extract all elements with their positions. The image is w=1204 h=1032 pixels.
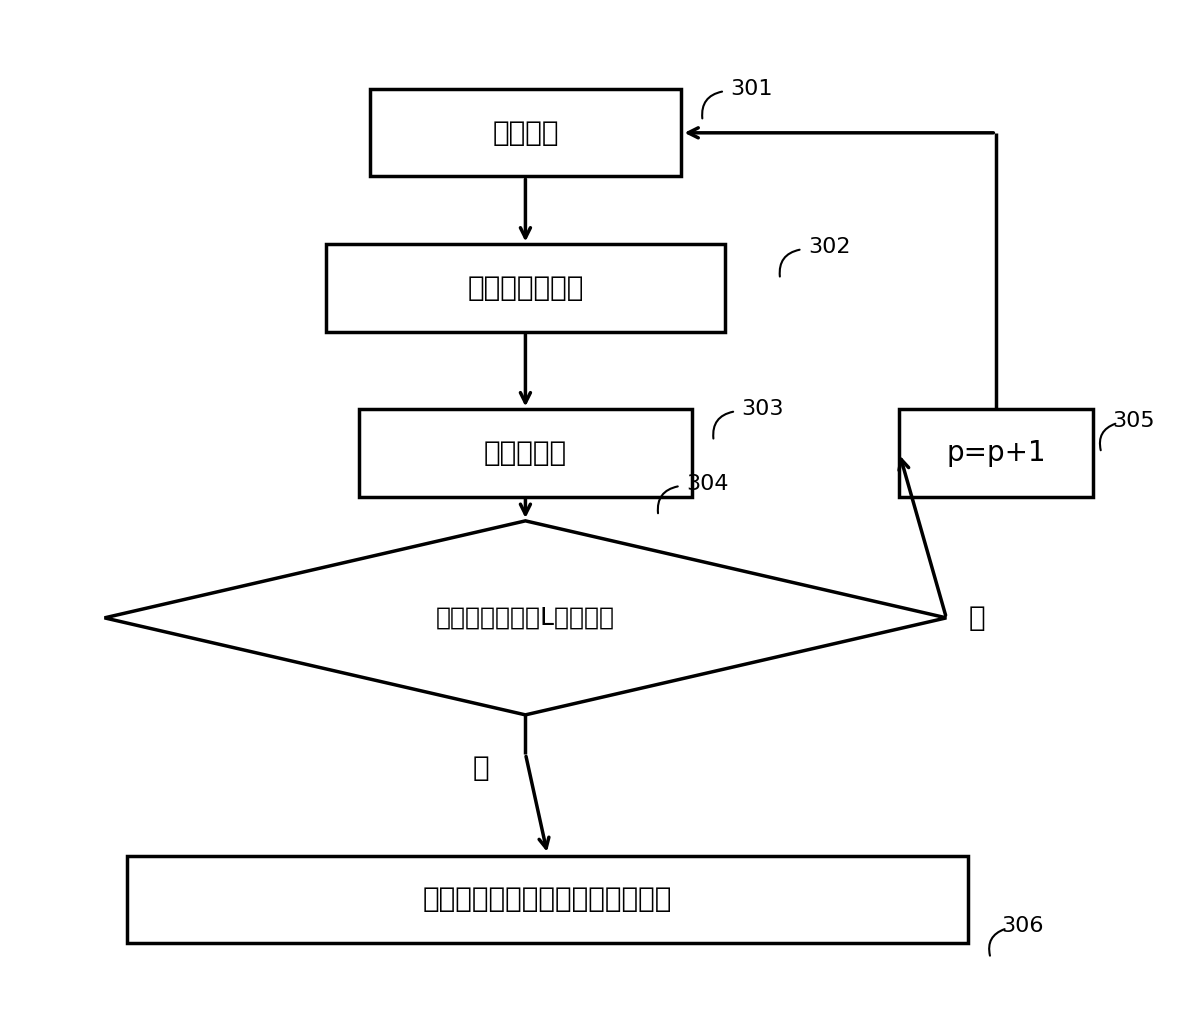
Text: 303: 303 [742, 399, 784, 419]
FancyBboxPatch shape [359, 410, 691, 496]
Text: 拉格朗日函数値L不再变化: 拉格朗日函数値L不再变化 [436, 606, 615, 630]
Text: 计算梯度: 计算梯度 [492, 119, 559, 147]
Text: 迭代结束，输出当前缓存变量的値: 迭代结束，输出当前缓存变量的値 [423, 885, 672, 913]
FancyBboxPatch shape [126, 856, 968, 943]
Text: 302: 302 [808, 237, 850, 257]
Text: 306: 306 [1002, 916, 1044, 936]
Text: 301: 301 [731, 79, 773, 99]
FancyBboxPatch shape [899, 410, 1093, 496]
Text: 否: 否 [968, 604, 985, 632]
Text: p=p+1: p=p+1 [946, 439, 1046, 466]
Text: 304: 304 [686, 474, 728, 494]
Text: 调整学习率: 调整学习率 [484, 439, 567, 466]
Polygon shape [105, 521, 946, 715]
Text: 是: 是 [473, 754, 490, 782]
FancyBboxPatch shape [371, 89, 680, 176]
Text: 更新缓存变量値: 更新缓存变量値 [467, 275, 584, 302]
Text: 305: 305 [1112, 411, 1155, 431]
FancyBboxPatch shape [326, 245, 725, 331]
